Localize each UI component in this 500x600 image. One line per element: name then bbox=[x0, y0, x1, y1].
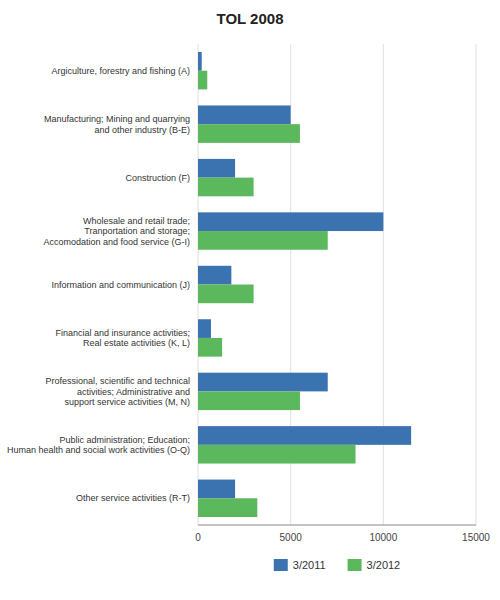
category-label: Financial and insurance activities;Real … bbox=[55, 328, 190, 349]
tick-label: 10000 bbox=[369, 532, 397, 543]
bar bbox=[198, 178, 254, 197]
grid-line bbox=[383, 44, 384, 525]
bar bbox=[198, 426, 411, 445]
legend-swatch bbox=[348, 559, 362, 571]
bar bbox=[198, 159, 235, 178]
bar bbox=[198, 212, 383, 231]
bar bbox=[198, 71, 207, 90]
bar bbox=[198, 373, 328, 392]
bar bbox=[198, 124, 300, 143]
category-label: Manufacturing; Mining and quarryingand o… bbox=[44, 114, 190, 135]
bar bbox=[198, 52, 202, 71]
x-axis bbox=[198, 525, 476, 526]
legend: 3/2011 3/2012 bbox=[274, 559, 400, 571]
category-label: Wholesale and retail trade;Tranportation… bbox=[43, 216, 190, 247]
bar bbox=[198, 105, 291, 124]
legend-label: 3/2011 bbox=[293, 559, 326, 571]
title: TOL 2008 bbox=[217, 10, 284, 27]
background bbox=[0, 0, 500, 600]
category-label: Construction (F) bbox=[125, 173, 190, 183]
legend-label: 3/2012 bbox=[367, 559, 401, 571]
bar bbox=[198, 498, 257, 517]
grid-line bbox=[476, 44, 477, 525]
chart: TOL 2008 Argiculture, forestry and fishin… bbox=[0, 0, 500, 600]
bar bbox=[198, 480, 235, 499]
grid bbox=[198, 44, 476, 525]
bar bbox=[198, 285, 254, 304]
category-label: Other service activities (R-T) bbox=[76, 493, 190, 503]
category-label: Argiculture, forestry and fishing (A) bbox=[51, 66, 190, 76]
legend-swatch bbox=[274, 559, 288, 571]
bar bbox=[198, 266, 231, 285]
bar bbox=[198, 445, 356, 464]
bar bbox=[198, 338, 222, 357]
tick-label: 0 bbox=[195, 532, 201, 543]
category-label: Professional, scientific and technicalac… bbox=[45, 376, 190, 407]
bar bbox=[198, 319, 211, 338]
tick-label: 15000 bbox=[462, 532, 490, 543]
bars bbox=[198, 52, 411, 517]
bar bbox=[198, 231, 328, 250]
bar bbox=[198, 391, 300, 410]
tick-label: 5000 bbox=[280, 532, 303, 543]
category-label: Information and communication (J) bbox=[51, 280, 190, 290]
category-label: Public administration; Education;Human h… bbox=[7, 435, 190, 456]
